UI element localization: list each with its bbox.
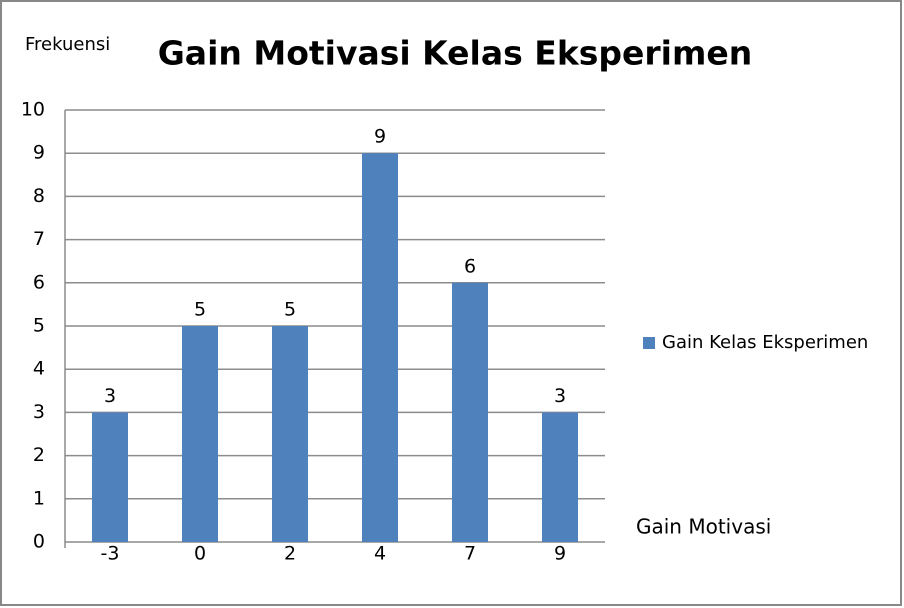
y-tick-label: 5 xyxy=(33,315,45,337)
x-tick-label: 0 xyxy=(194,543,206,565)
x-tick-label: 2 xyxy=(284,543,296,565)
y-tick-label: 6 xyxy=(33,271,45,293)
y-tick-label: 1 xyxy=(33,487,45,509)
legend-swatch xyxy=(643,337,655,349)
y-tick-label: 9 xyxy=(33,142,45,164)
bar xyxy=(92,412,128,542)
bar xyxy=(272,326,308,542)
y-tick-label: 0 xyxy=(33,531,45,553)
bar xyxy=(182,326,218,542)
bar xyxy=(452,282,488,542)
y-axis-label: Frekuensi xyxy=(25,34,110,55)
x-axis-label: Gain Motivasi xyxy=(636,515,771,539)
y-tick-label: 7 xyxy=(33,228,45,250)
bar xyxy=(542,412,578,542)
data-label: 5 xyxy=(284,299,296,321)
chart-title: Gain Motivasi Kelas Eksperimen xyxy=(158,34,753,73)
y-tick-label: 3 xyxy=(33,401,45,423)
y-tick-label: 10 xyxy=(21,99,45,121)
y-tick-label: 4 xyxy=(33,358,45,380)
legend-label: Gain Kelas Eksperimen xyxy=(662,332,868,353)
y-tick-label: 8 xyxy=(33,185,45,207)
bar xyxy=(362,153,398,542)
data-label: 9 xyxy=(374,126,386,148)
data-label: 6 xyxy=(464,255,476,277)
x-tick-label: 4 xyxy=(374,543,386,565)
data-label: 3 xyxy=(554,385,566,407)
x-tick-label: 7 xyxy=(464,543,476,565)
x-tick-label: 9 xyxy=(554,543,566,565)
x-tick-label: -3 xyxy=(101,543,120,565)
data-label: 3 xyxy=(104,385,116,407)
y-tick-label: 2 xyxy=(33,444,45,466)
data-label: 5 xyxy=(194,299,206,321)
